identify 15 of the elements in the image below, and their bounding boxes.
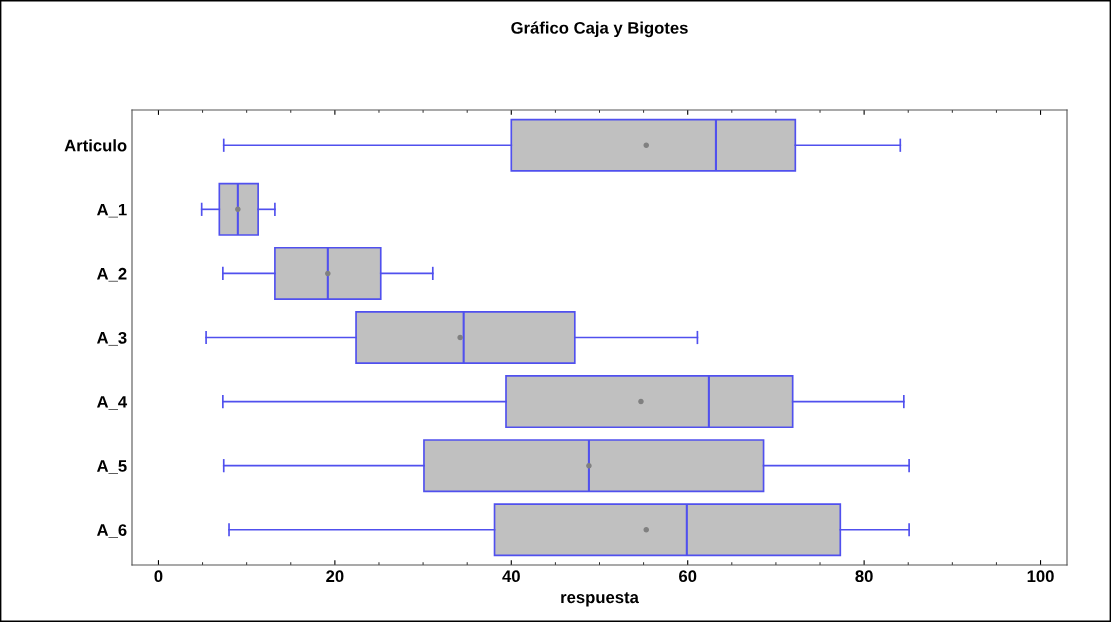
x-tick-label: 80 (855, 570, 873, 583)
y-tick-label: A_1 (96, 203, 127, 218)
y-tick-label: A_2 (96, 267, 127, 282)
x-tick-label: 100 (1027, 570, 1054, 583)
x-tick-label: 20 (326, 570, 344, 583)
x-axis-title: respuesta (561, 592, 639, 607)
y-tick-label: A_4 (96, 396, 128, 410)
y-tick-label: Articulo (64, 139, 127, 152)
chart-title: Gráfico Caja y Bigotes (511, 21, 688, 38)
x-tick-label: 0 (154, 570, 163, 583)
x-tick-label: 60 (679, 570, 697, 583)
y-tick-label: A_5 (96, 460, 127, 474)
y-tick-label: A_3 (96, 331, 127, 346)
x-tick-label: 40 (502, 570, 520, 583)
y-tick-label: A_6 (96, 524, 127, 538)
